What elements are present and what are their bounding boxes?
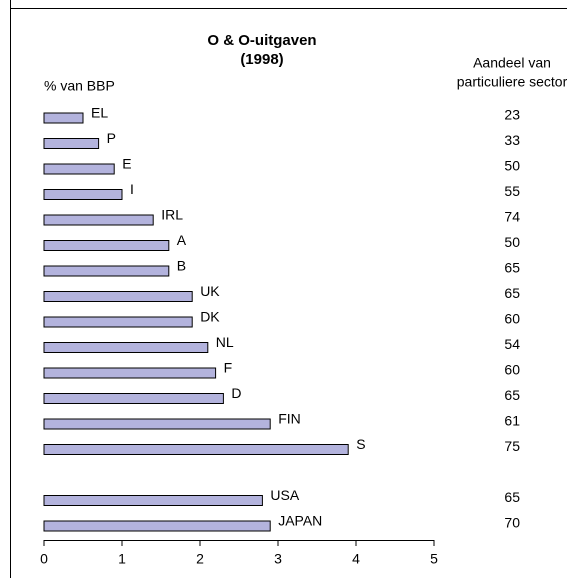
bar: [43, 520, 271, 532]
share-value: 65: [504, 285, 520, 301]
bar-label: S: [356, 436, 365, 452]
share-value: 54: [504, 336, 520, 352]
bar-label: UK: [200, 283, 220, 299]
column-header: particuliere sector: [457, 74, 567, 90]
chart-subtitle: (1998): [240, 51, 283, 68]
share-value: 74: [504, 209, 520, 225]
share-value: 50: [504, 158, 520, 174]
share-value: 61: [504, 413, 520, 429]
x-tick-label: 3: [274, 551, 282, 567]
share-value: 65: [504, 489, 520, 505]
bar-label: E: [122, 156, 131, 172]
bar: [43, 138, 100, 149]
share-value: 50: [504, 234, 520, 250]
bar-label: JAPAN: [278, 513, 322, 529]
bar-label: FIN: [278, 411, 301, 427]
chart-title: O & O-uitgaven: [207, 32, 316, 49]
bar: [43, 316, 193, 328]
bar: [43, 342, 209, 353]
bar: [43, 214, 154, 226]
bar: [43, 444, 349, 455]
column-header: Aandeel van: [473, 55, 551, 71]
x-tick-label: 0: [40, 551, 48, 567]
share-value: 60: [504, 311, 520, 327]
bar: [43, 189, 123, 200]
bar: [43, 112, 84, 124]
share-value: 70: [504, 515, 520, 531]
share-value: 55: [504, 183, 520, 199]
x-tick-label: 1: [118, 551, 126, 567]
bar-label: F: [224, 360, 233, 376]
x-tick-label: 4: [352, 551, 360, 567]
bar-label: USA: [270, 487, 299, 503]
bar-label: DK: [200, 309, 220, 325]
bar: [43, 495, 263, 506]
x-tick-label: 5: [430, 551, 438, 567]
bar: [43, 291, 193, 302]
bar-label: P: [107, 130, 116, 146]
bar: [43, 367, 217, 379]
bar: [43, 265, 170, 277]
bar-label: IRL: [161, 207, 183, 223]
bar: [43, 393, 224, 404]
bar: [43, 240, 170, 251]
share-value: 75: [504, 438, 520, 454]
bar-label: NL: [216, 334, 234, 350]
bar: [43, 418, 271, 430]
bar-label: I: [130, 181, 134, 197]
share-value: 65: [504, 387, 520, 403]
bar-label: EL: [91, 105, 108, 121]
share-value: 65: [504, 260, 520, 276]
bar-label: A: [177, 232, 187, 248]
bar-label: D: [231, 385, 241, 401]
share-value: 23: [504, 107, 520, 123]
axis-label: % van BBP: [44, 78, 115, 94]
bar-label: B: [177, 258, 186, 274]
share-value: 60: [504, 362, 520, 378]
x-tick-label: 2: [196, 551, 204, 567]
share-value: 33: [504, 132, 520, 148]
bar: [43, 163, 115, 175]
